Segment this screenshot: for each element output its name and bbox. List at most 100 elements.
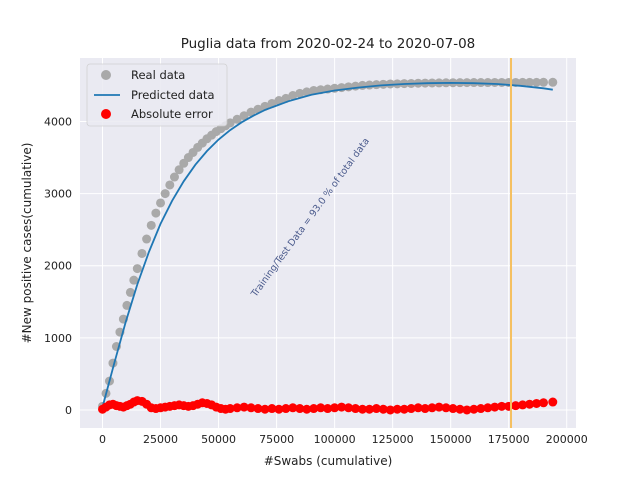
real-data-point <box>151 208 161 218</box>
absolute-error-point <box>548 397 558 407</box>
x-tick-label: 25000 <box>143 433 178 446</box>
absolute-error-point <box>351 404 361 414</box>
absolute-error-point <box>302 404 312 414</box>
absolute-error-point <box>281 404 291 414</box>
real-data-point <box>295 88 305 98</box>
absolute-error-point <box>378 404 388 414</box>
x-axis-label: #Swabs (cumulative) <box>264 454 393 468</box>
absolute-error-point <box>337 402 347 412</box>
y-tick-label: 1000 <box>44 332 72 345</box>
real-data-point <box>232 114 242 124</box>
absolute-error-point <box>525 399 535 409</box>
absolute-error-point <box>427 403 437 413</box>
real-data-point <box>246 107 256 117</box>
absolute-error-point <box>399 404 409 414</box>
absolute-error-point <box>274 404 284 414</box>
real-data-point <box>483 78 493 88</box>
absolute-error-point <box>518 400 528 410</box>
predicted-data-line <box>101 81 553 408</box>
legend-marker-real-data <box>101 70 111 80</box>
real-data-point <box>309 85 319 95</box>
absolute-error-point <box>330 403 340 413</box>
absolute-error-point <box>253 404 263 414</box>
x-tick-label: 50000 <box>201 433 236 446</box>
real-data-point <box>239 111 249 121</box>
real-data-point <box>518 77 528 87</box>
y-axis-label: #New positive cases(cumulative) <box>20 143 34 344</box>
real-data-point <box>122 300 132 310</box>
real-data-point <box>169 172 179 182</box>
absolute-error-point <box>448 404 458 414</box>
y-tick-label: 4000 <box>44 115 72 128</box>
absolute-error-point <box>462 405 472 415</box>
absolute-error-point <box>413 403 423 413</box>
absolute-error-point <box>455 404 465 414</box>
real-data-point <box>539 77 549 87</box>
chart-title: Puglia data from 2020-02-24 to 2020-07-0… <box>181 36 476 52</box>
legend-label-real-data: Real data <box>131 68 185 82</box>
legend-marker-absolute-error <box>101 109 111 119</box>
absolute-error-point <box>511 401 521 411</box>
x-tick-label: 200000 <box>546 433 588 446</box>
absolute-error-point <box>385 405 395 415</box>
real-data-point <box>302 87 312 97</box>
absolute-error-point <box>288 403 298 413</box>
absolute-error-point <box>323 404 333 414</box>
y-tick-label: 3000 <box>44 188 72 201</box>
absolute-error-point <box>497 401 507 411</box>
real-data-point <box>532 77 542 87</box>
absolute-error-point <box>357 404 367 414</box>
legend-label-absolute-error: Absolute error <box>131 107 213 121</box>
real-data-point <box>274 96 284 106</box>
legend-box <box>86 63 228 127</box>
y-tick-label: 2000 <box>44 260 72 273</box>
series-layer <box>98 77 558 415</box>
real-data-point <box>378 79 388 89</box>
absolute-error-point <box>476 404 486 414</box>
real-data-point <box>174 165 184 175</box>
real-data-point <box>225 118 235 128</box>
x-tick-label: 150000 <box>430 433 472 446</box>
real-data-point <box>142 234 152 244</box>
x-tick-label: 125000 <box>372 433 414 446</box>
absolute-error-point <box>371 404 381 414</box>
x-tick-label: 0 <box>99 433 106 446</box>
absolute-error-point <box>441 403 451 413</box>
x-tick-label: 100000 <box>314 433 356 446</box>
real-data-point <box>132 264 142 274</box>
legend-label-predicted-data: Predicted data <box>131 88 215 102</box>
absolute-error-point <box>267 404 277 414</box>
absolute-error-point <box>469 404 479 414</box>
real-data-point <box>525 77 535 87</box>
real-data-point <box>476 78 486 88</box>
absolute-error-point <box>239 402 249 412</box>
absolute-error-point <box>295 404 305 414</box>
real-data-point <box>548 77 558 87</box>
real-data-point <box>165 180 175 190</box>
real-data-point <box>137 248 147 258</box>
real-data-point <box>129 275 139 285</box>
absolute-error-point <box>364 404 374 414</box>
absolute-error-point <box>316 403 326 413</box>
absolute-error-point <box>246 403 256 413</box>
real-data-point <box>156 198 166 208</box>
absolute-error-point <box>392 404 402 414</box>
real-data-point <box>146 220 156 230</box>
absolute-error-point <box>406 404 416 414</box>
absolute-error-point <box>490 402 500 412</box>
absolute-error-point <box>420 404 430 414</box>
y-tick-label: 0 <box>65 404 72 417</box>
absolute-error-point <box>344 403 354 413</box>
x-tick-label: 75000 <box>259 433 294 446</box>
absolute-error-point <box>483 403 493 413</box>
ticks: 0 25000 50000 75000 100000 125000 150000 175000… <box>44 115 588 446</box>
absolute-error-point <box>260 404 270 414</box>
absolute-error-point <box>232 403 242 413</box>
absolute-error-point <box>225 404 235 414</box>
real-data-point <box>125 287 135 297</box>
absolute-error-point <box>434 402 444 412</box>
real-data-point <box>160 189 170 199</box>
x-tick-label: 175000 <box>488 433 530 446</box>
legend: Real data Predicted data Absolute error <box>86 63 228 127</box>
